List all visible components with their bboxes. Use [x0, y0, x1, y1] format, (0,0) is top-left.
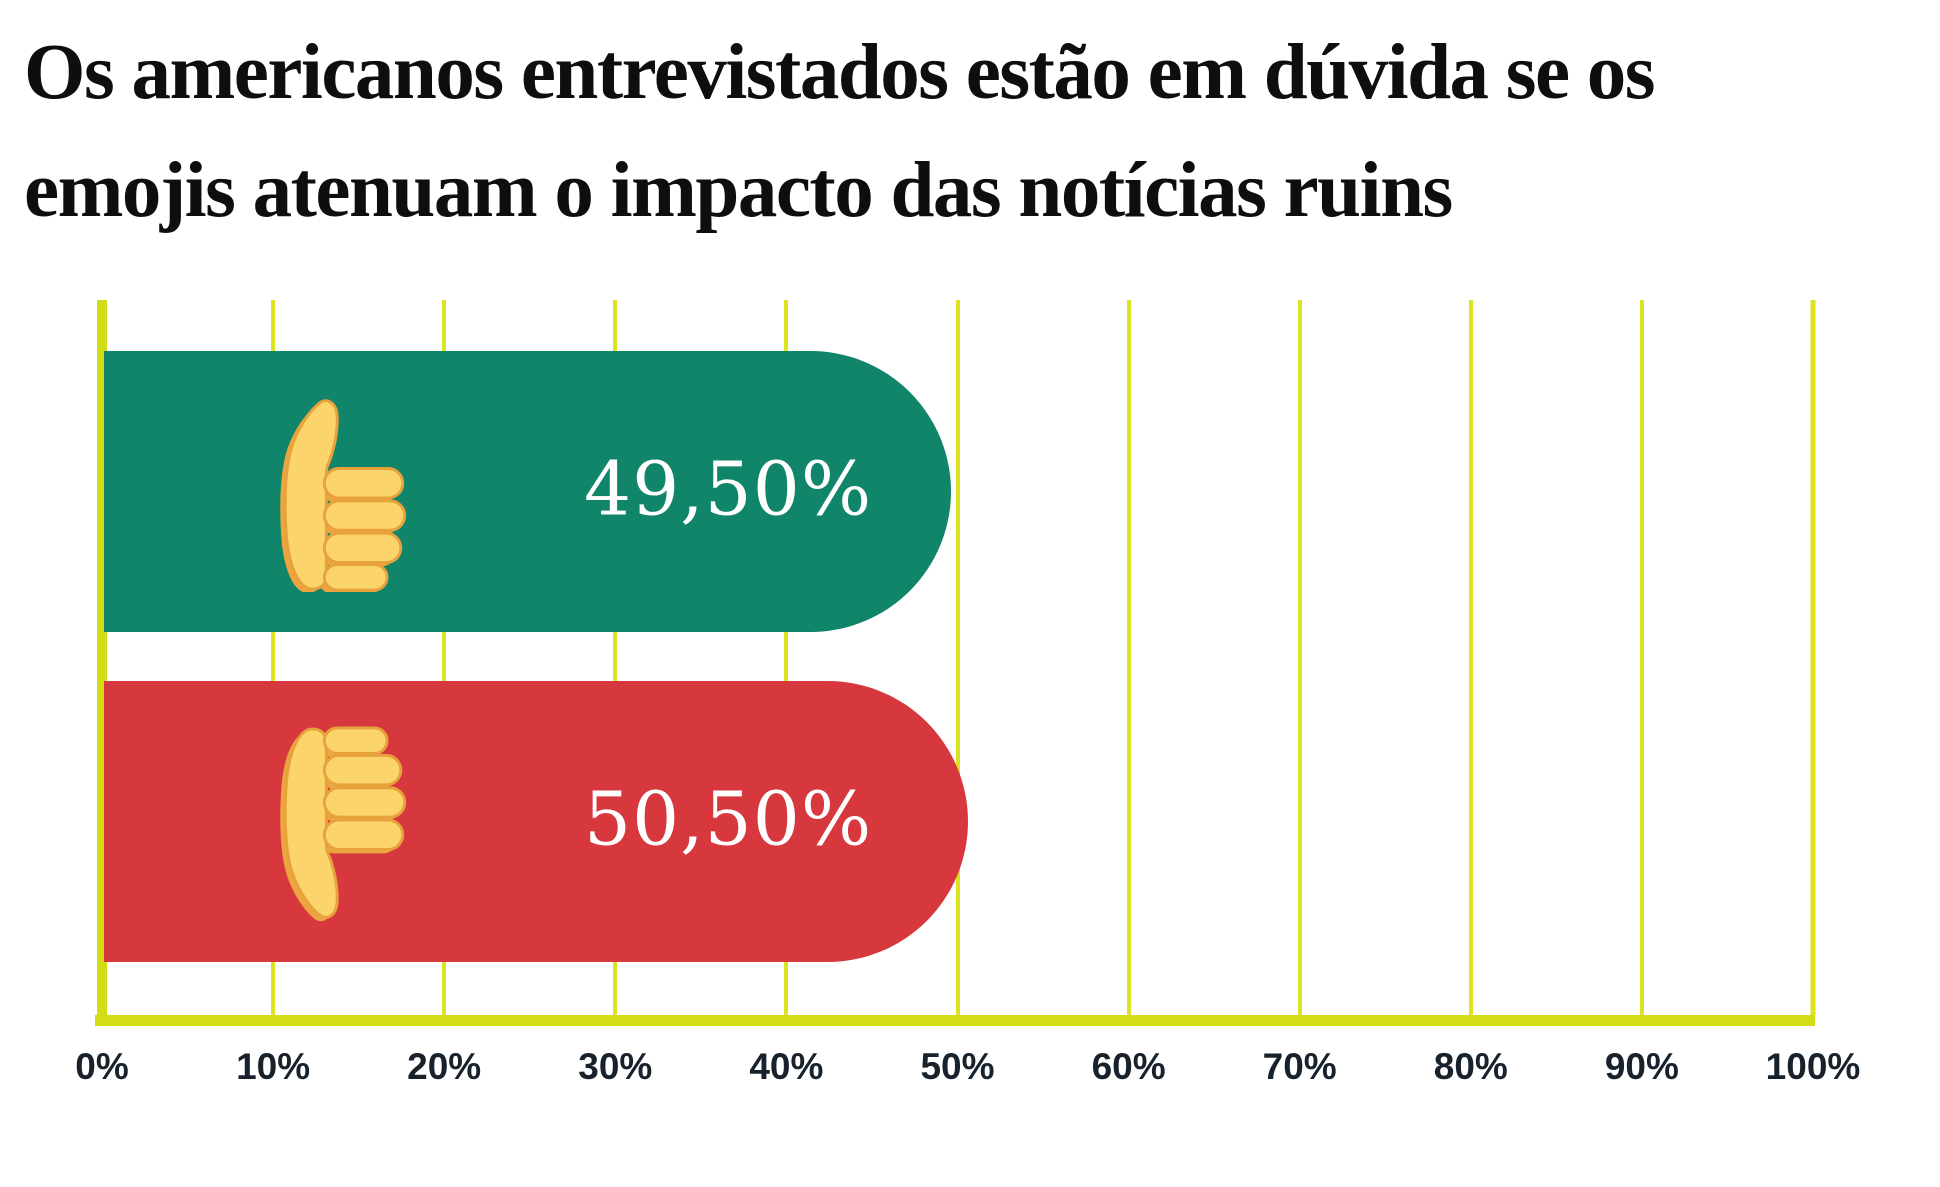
plot-area: 49,50% 50,50%: [95, 300, 1816, 1026]
x-tick-label: 0%: [75, 1046, 129, 1087]
gridline-10%: [271, 300, 276, 1015]
x-tick-label: 100%: [1765, 1046, 1861, 1087]
x-tick-label: 40%: [749, 1046, 824, 1087]
gridline-50%: [955, 300, 960, 1015]
gridline-30%: [613, 300, 618, 1015]
gridline-100%: [1810, 300, 1816, 1015]
gridline-80%: [1468, 300, 1473, 1015]
x-tick-label: 30%: [578, 1046, 653, 1087]
x-tick-label: 20%: [407, 1046, 482, 1087]
gridline-70%: [1297, 300, 1302, 1015]
bar-thumbs-up: 49,50%: [104, 351, 951, 632]
x-tick-label: 70%: [1262, 1046, 1337, 1087]
gridline-0%: [97, 300, 107, 1015]
x-tick-label: 80%: [1433, 1046, 1508, 1087]
thumbs-down-icon: [280, 726, 407, 922]
thumbs-up-icon: [280, 399, 407, 592]
chart-title: Os americanos entrevistados estão em dúv…: [24, 14, 1904, 250]
gridline-60%: [1126, 300, 1131, 1015]
bar-value-label: 50,50%: [584, 775, 873, 862]
x-axis-tick-labels: 0% 10% 20% 30% 40% 50% 60% 70% 80% 90% 100%: [75, 1046, 1860, 1096]
x-axis-line: [95, 1015, 1815, 1026]
x-tick-label: 10%: [236, 1046, 311, 1087]
chart-title-line2: emojis atenuam o impacto das notícias ru…: [24, 147, 1453, 234]
x-tick-label: 90%: [1604, 1046, 1679, 1087]
bar-thumbs-down: 50,50%: [104, 681, 969, 962]
x-tick-label: 50%: [920, 1046, 995, 1087]
gridline-40%: [784, 300, 789, 1015]
gridline-90%: [1639, 300, 1644, 1015]
chart-title-line1: Os americanos entrevistados estão em dúv…: [24, 29, 1656, 116]
gridline-20%: [442, 300, 447, 1015]
bar-value-label: 49,50%: [584, 445, 873, 532]
x-tick-label: 60%: [1091, 1046, 1166, 1087]
